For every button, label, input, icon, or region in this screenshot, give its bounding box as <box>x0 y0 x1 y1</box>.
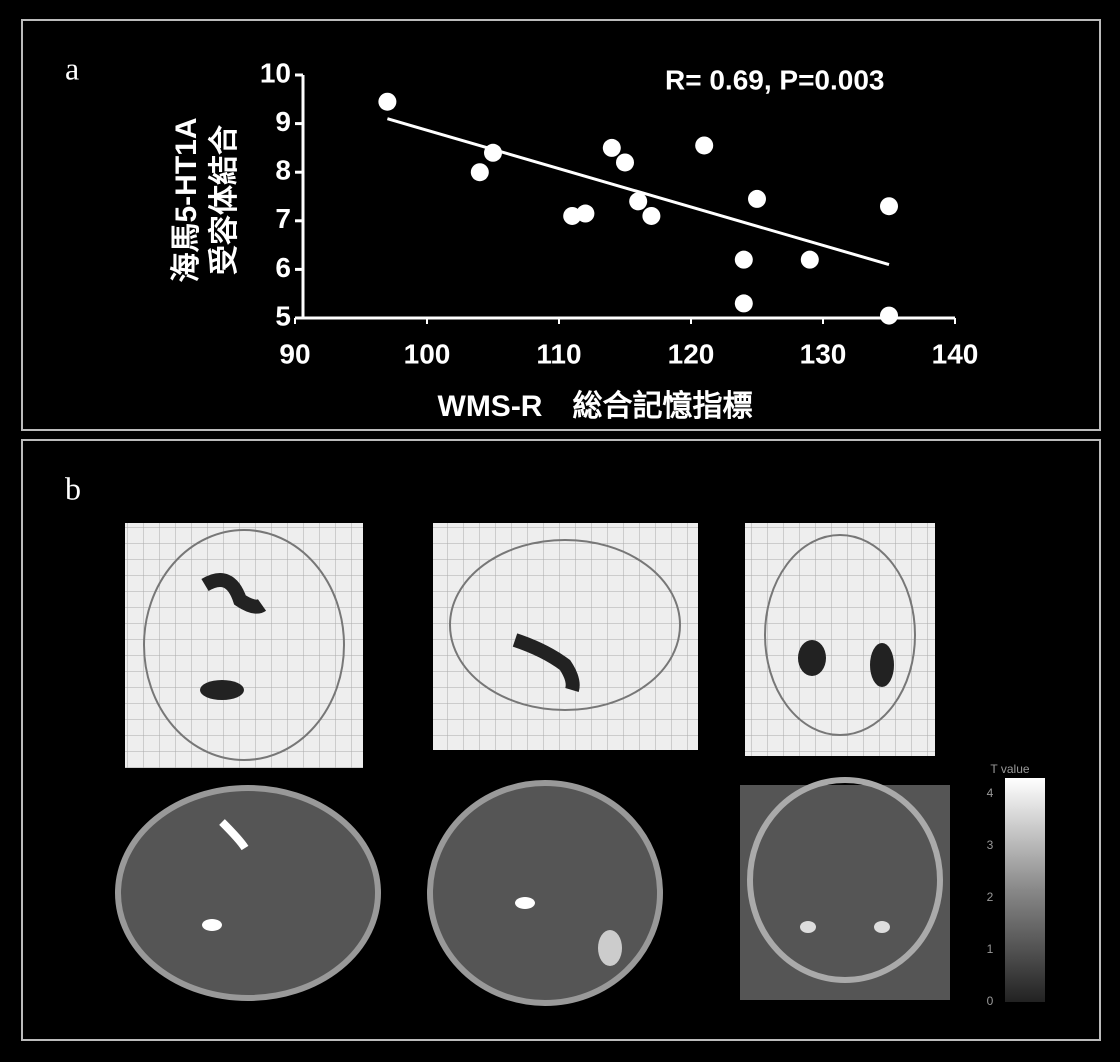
x-axis-label: WMS-R 総合記憶指標 <box>438 389 753 423</box>
blob <box>200 680 244 700</box>
point <box>735 294 753 312</box>
point <box>576 205 594 223</box>
y-tick-label: 7 <box>275 203 291 234</box>
point <box>471 163 489 181</box>
colorbar <box>1005 778 1045 1002</box>
grid <box>125 523 363 768</box>
activation <box>874 921 890 933</box>
mri-slice <box>430 783 660 1003</box>
colorbar-tick-label: 3 <box>987 838 994 852</box>
grid <box>745 523 935 756</box>
point <box>603 139 621 157</box>
panel-label: a <box>65 50 79 86</box>
point <box>748 190 766 208</box>
colorbar-title: T value <box>990 762 1029 776</box>
panel-label: b <box>65 470 81 506</box>
mri-slice <box>118 788 378 998</box>
colorbar-tick-label: 1 <box>987 942 994 956</box>
point <box>616 153 634 171</box>
blob <box>798 640 826 676</box>
annotation: R= 0.69, P=0.003 <box>665 64 885 95</box>
colorbar-tick-label: 0 <box>987 994 994 1008</box>
activation <box>515 897 535 909</box>
point <box>801 251 819 269</box>
y-tick-label: 9 <box>275 106 291 137</box>
activation <box>202 919 222 931</box>
y-axis-label: 受容体結合 <box>207 125 241 275</box>
activation <box>598 930 622 966</box>
x-tick-label: 90 <box>279 338 310 369</box>
point <box>629 192 647 210</box>
point <box>378 93 396 111</box>
point <box>880 197 898 215</box>
point <box>735 251 753 269</box>
y-tick-label: 6 <box>275 252 291 283</box>
x-tick-label: 120 <box>668 338 715 369</box>
y-tick-label: 5 <box>275 300 291 331</box>
point <box>642 207 660 225</box>
y-tick-label: 10 <box>260 57 291 88</box>
colorbar-tick-label: 4 <box>987 786 994 800</box>
y-axis-label: 海馬5-HT1A <box>170 117 203 282</box>
grid <box>433 523 698 750</box>
point <box>695 136 713 154</box>
x-tick-label: 100 <box>404 338 451 369</box>
x-tick-label: 110 <box>536 338 581 369</box>
x-tick-label: 130 <box>800 338 847 369</box>
x-tick-label: 140 <box>932 338 979 369</box>
point <box>880 307 898 325</box>
y-tick-label: 8 <box>275 155 291 186</box>
colorbar-tick-label: 2 <box>987 890 994 904</box>
blob <box>870 643 894 687</box>
figure: a b T value 567891090100110120130140WMS-… <box>0 0 1120 1062</box>
mri-images <box>118 780 950 1003</box>
glass-brain-images <box>125 523 935 768</box>
activation <box>800 921 816 933</box>
point <box>484 144 502 162</box>
